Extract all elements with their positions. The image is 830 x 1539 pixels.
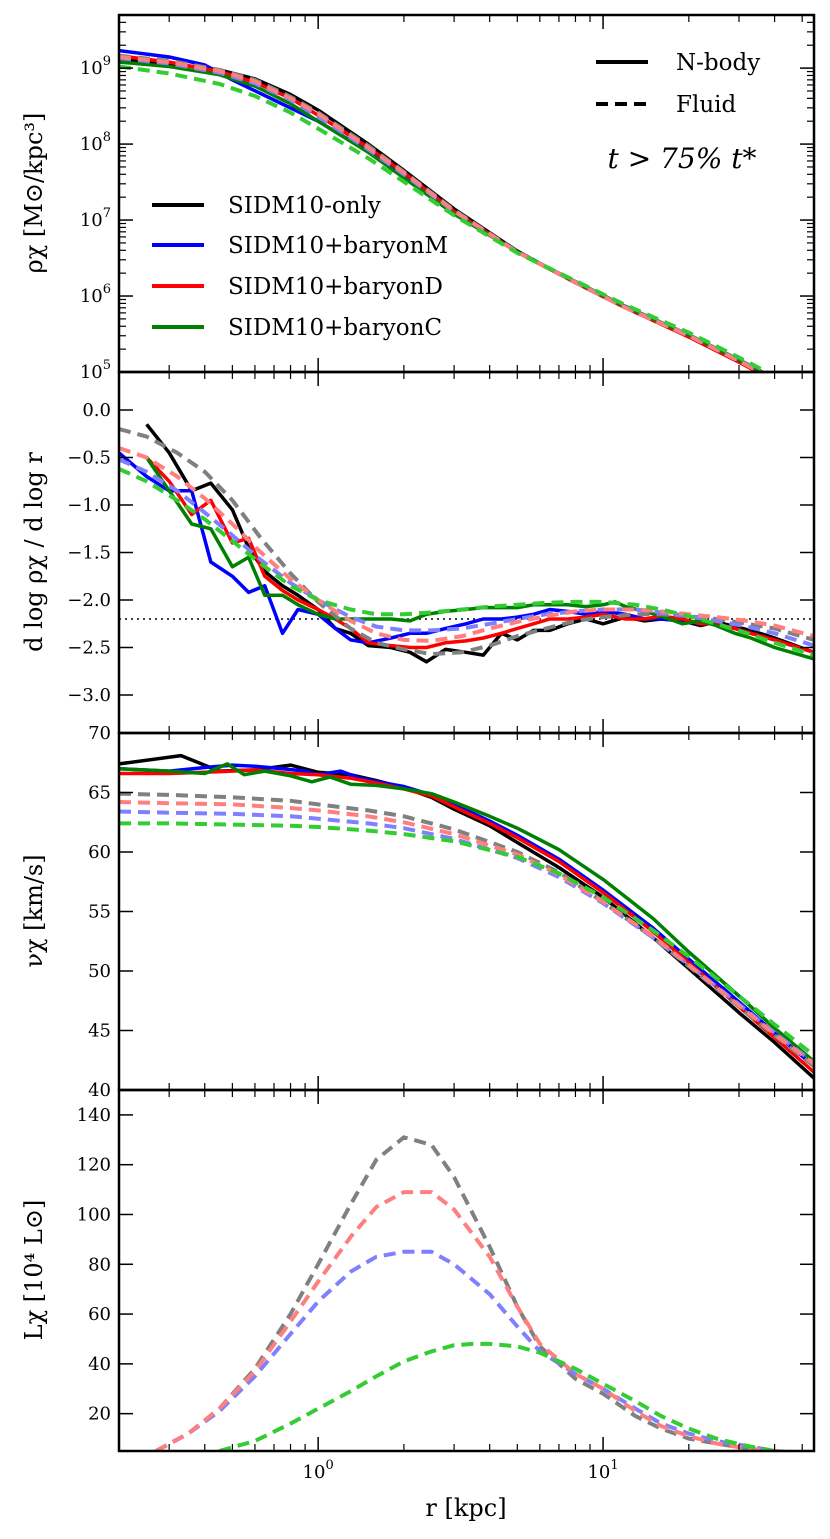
panel-3-series-sidm10-baryonc-fluid [218, 1341, 797, 1451]
panel-3-ytick-label: 60 [88, 1304, 111, 1325]
panel-3-plot [155, 1135, 797, 1451]
panel-2-frame [117, 731, 816, 1092]
panel-3-frame [117, 1088, 816, 1453]
series-layer [119, 48, 814, 1451]
panel-2-series-sidm10-baryond-fluid [119, 800, 814, 1066]
panel-3-series-sidm10-baryond-fluid [155, 1190, 797, 1451]
x-tick-label: 100 [303, 1458, 334, 1483]
panel-2-ytick-label: 65 [88, 783, 111, 804]
panel-0-ytick-label: 109 [80, 54, 111, 79]
panel-1-ytick-label: −2.0 [67, 590, 111, 611]
panel-0-ylabel: ρχ [M⊙/kpc³] [20, 113, 48, 274]
panel-1-ytick-label: −1.0 [67, 495, 111, 516]
axes-layer: 105 106 107 108 109 0.0 −0.5 −1.0 −1.5 −2.0 −2.5 −3… [67, 13, 816, 1483]
panel-1-series-sidm10-baryonc-fluid [119, 467, 814, 658]
panel-2-series-sidm10-only-fluid [119, 791, 814, 1068]
style-legend-solid-label: N-body [676, 50, 760, 76]
panel-0-ytick-label: 107 [80, 206, 111, 231]
panel-3-ytick-label: 100 [77, 1204, 111, 1225]
panel-1-series-sidm10-baryond-nbody [145, 456, 814, 654]
panel-1-ytick-label: −0.5 [67, 448, 111, 469]
panel-0-ytick-label: 108 [80, 130, 111, 155]
panel-2-series-sidm10-baryonm-nbody [119, 763, 814, 1068]
model-legend-label-0: SIDM10-only [228, 193, 381, 219]
panel-1-series-sidm10-baryonm-fluid [119, 457, 814, 648]
panel-1-ylabel: d log ρχ / d log r [20, 452, 48, 652]
panel-2-ylabel: νχ [km/s] [20, 854, 48, 967]
panel-2-ytick-label: 55 [88, 902, 111, 923]
style-legend: N-body Fluid t > 75% t* [596, 50, 760, 175]
panel-3-ytick-label: 120 [77, 1155, 111, 1176]
panel-2-series-sidm10-baryonc-nbody [119, 762, 814, 1063]
panel-3-series-sidm10-baryonm-fluid [155, 1249, 797, 1451]
panel-3-ylabel: Lχ [10⁴ L⊙] [20, 1200, 48, 1341]
panel-0-ytick-label: 106 [80, 282, 111, 307]
panel-3-ytick-label: 40 [88, 1354, 111, 1375]
panel-1-ytick-label: −1.5 [67, 543, 111, 564]
panel-2-series-sidm10-baryonc-fluid [119, 821, 814, 1058]
panel-1-series-sidm10-baryonm-nbody [119, 451, 814, 654]
style-legend-dashed-label: Fluid [676, 92, 736, 118]
panel-3-ytick-label: 140 [77, 1105, 111, 1126]
panel-2-ytick-label: 40 [88, 1080, 111, 1101]
panel-2-ytick-label: 45 [88, 1021, 111, 1042]
x-tick-label: 101 [587, 1458, 618, 1483]
panel-2-plot [119, 753, 814, 1080]
panel-1-ytick-label: −3.0 [67, 685, 111, 706]
panel-1-series-sidm10-baryonc-nbody [145, 456, 814, 661]
panel-0-series-sidm10-baryonc-fluid [119, 64, 771, 372]
model-legend: SIDM10-only SIDM10+baryonM SIDM10+baryon… [152, 193, 448, 341]
x-axis-label: r [kpc] [425, 1494, 506, 1522]
model-legend-label-3: SIDM10+baryonC [228, 315, 442, 341]
panel-1-series-sidm10-only-fluid [119, 427, 814, 657]
panel-1-ytick-label: −2.5 [67, 638, 111, 659]
panel-3-ytick-label: 20 [88, 1404, 111, 1425]
time-annotation: t > 75% t* [608, 142, 757, 175]
model-legend-label-1: SIDM10+baryonM [228, 233, 448, 259]
panel-0-series-sidm10-baryond-fluid [119, 55, 764, 372]
model-legend-label-2: SIDM10+baryonD [228, 274, 443, 300]
panel-3-ytick-label: 80 [88, 1254, 111, 1275]
panel-2-ytick-label: 50 [88, 961, 111, 982]
panel-0-ytick-label: 105 [80, 358, 111, 383]
panel-2-ytick-label: 70 [88, 723, 111, 744]
panel-1-ytick-label: 0.0 [82, 400, 111, 421]
panel-2-ytick-label: 60 [88, 842, 111, 863]
panel-0-plot [119, 48, 771, 372]
panel-3-series-sidm10-only-fluid [155, 1135, 797, 1451]
panel-1-series-sidm10-baryond-fluid [119, 446, 814, 643]
panel-1-plot [119, 423, 814, 664]
panel-2-series-sidm10-baryonm-fluid [119, 809, 814, 1065]
